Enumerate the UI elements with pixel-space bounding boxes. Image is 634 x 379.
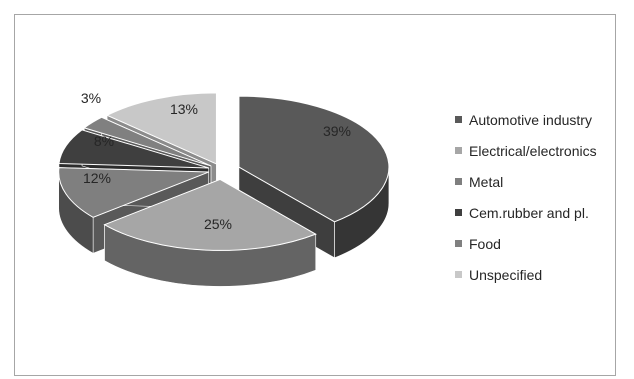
legend-label: Food (469, 235, 501, 252)
pie-slice (238, 95, 390, 223)
legend-label: Cem.rubber and pl. (469, 204, 589, 221)
legend-label: Metal (469, 173, 504, 190)
legend-item-unspecified: Unspecified (455, 259, 597, 290)
legend-label: Automotive industry (469, 111, 592, 128)
legend-swatch (455, 271, 462, 278)
legend-item-metal: Metal (455, 166, 597, 197)
legend-swatch (455, 178, 462, 185)
pie-slice (58, 129, 209, 169)
legend: Automotive industry Electrical/electroni… (455, 104, 597, 290)
legend-swatch (455, 209, 462, 216)
pie-slice (83, 116, 212, 167)
legend-label: Electrical/electronics (469, 142, 597, 159)
data-label: 3% (81, 90, 101, 106)
pie-slice (103, 178, 317, 251)
legend-swatch (455, 240, 462, 247)
legend-label: Unspecified (469, 266, 543, 283)
legend-item-rubber: Cem.rubber and pl. (455, 197, 597, 228)
pie-slice (58, 167, 209, 218)
legend-item-electrical: Electrical/electronics (455, 135, 597, 166)
legend-swatch (455, 147, 462, 154)
legend-item-automotive: Automotive industry (455, 104, 597, 135)
data-label: 39% (323, 123, 351, 139)
legend-item-food: Food (455, 228, 597, 259)
data-label: 8% (94, 133, 114, 149)
legend-swatch (455, 116, 462, 123)
data-label: 25% (204, 216, 232, 232)
data-label: 13% (170, 101, 198, 117)
data-label: 12% (83, 170, 111, 186)
pie-slice (105, 92, 217, 165)
